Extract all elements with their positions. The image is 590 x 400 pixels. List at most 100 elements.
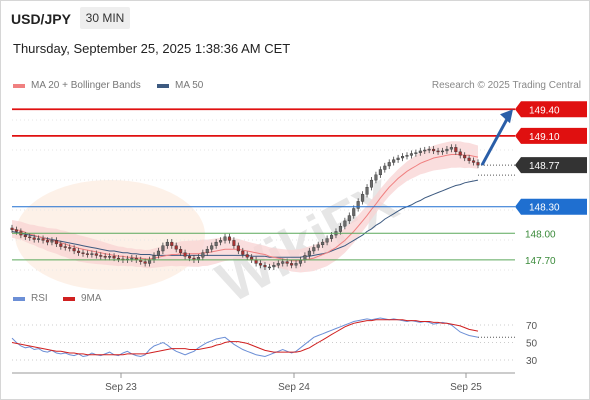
- candle-body: [321, 241, 325, 245]
- candle-body: [374, 174, 378, 181]
- candle: [72, 245, 76, 255]
- candle-body: [245, 254, 249, 258]
- candle-body: [303, 255, 307, 261]
- candle-body: [290, 263, 294, 266]
- candle-body: [436, 150, 440, 153]
- candle-body: [68, 247, 72, 249]
- candle: [28, 233, 32, 241]
- candle-body: [94, 253, 98, 256]
- candle: [356, 198, 360, 212]
- legend-rsi: RSI: [13, 293, 48, 304]
- candle-body: [232, 240, 236, 246]
- candle: [418, 147, 422, 156]
- level-label-148.00: 148.00: [525, 229, 556, 240]
- forecast-arrow-head: [500, 109, 513, 124]
- ma20-line: [11, 154, 479, 262]
- candle-body: [223, 236, 227, 241]
- candle: [321, 239, 325, 248]
- current-price-tag: [515, 157, 587, 174]
- candle-body: [170, 241, 174, 246]
- candle-body: [77, 250, 81, 253]
- candle: [316, 241, 320, 251]
- candle: [63, 243, 67, 251]
- candle-body: [54, 240, 58, 245]
- candle: [383, 162, 387, 173]
- bollinger-fill: [12, 141, 478, 273]
- candle-body: [156, 250, 160, 256]
- candle-body: [405, 155, 409, 157]
- candle: [59, 240, 63, 250]
- candle: [245, 251, 249, 261]
- candle-body: [272, 264, 276, 268]
- candle-body: [427, 148, 431, 151]
- candle-body: [201, 252, 205, 258]
- rsi-series-RSI: [11, 317, 479, 358]
- candle: [392, 156, 396, 166]
- candles: [10, 144, 480, 271]
- level-label-148.30: 148.30: [529, 203, 560, 214]
- bollinger-band: [12, 141, 478, 273]
- candle-body: [267, 266, 271, 269]
- candle: [103, 253, 107, 261]
- rsi-panel: 70 50 30: [11, 317, 538, 367]
- legend-ma20: MA 20 + Bollinger Bands: [13, 80, 141, 91]
- candle: [219, 237, 223, 246]
- candle-body: [356, 201, 360, 209]
- candle-body: [116, 257, 121, 260]
- candle: [338, 223, 342, 235]
- candle: [50, 237, 54, 246]
- candle: [347, 212, 351, 224]
- candle: [116, 254, 121, 263]
- x-axis: Sep 23 Sep 24 Sep 25: [12, 372, 515, 393]
- candle-body: [254, 259, 258, 264]
- candle: [378, 166, 382, 178]
- candle-body: [263, 264, 267, 268]
- candle-body: [219, 240, 223, 243]
- candle: [361, 191, 365, 205]
- candle: [85, 250, 89, 258]
- candle: [409, 150, 413, 159]
- legend-ma50-label: MA 50: [175, 80, 204, 91]
- candle: [343, 217, 347, 230]
- candle: [259, 260, 263, 269]
- candle-body: [59, 243, 63, 247]
- candle: [472, 157, 476, 166]
- candle-body: [112, 256, 116, 259]
- candle: [396, 154, 400, 163]
- candle-body: [10, 227, 14, 230]
- candle-body: [396, 157, 400, 160]
- research-credit: Research © 2025 Trading Central: [431, 80, 581, 91]
- candle-body: [432, 148, 436, 152]
- candle-body: [325, 238, 329, 243]
- candle: [325, 235, 329, 246]
- candle: [352, 205, 356, 219]
- candle: [179, 246, 183, 256]
- candle-body: [37, 238, 41, 240]
- candle-body: [343, 220, 347, 227]
- candle: [414, 149, 418, 157]
- candle: [77, 247, 81, 256]
- candle-body: [241, 250, 245, 255]
- level-tag-149.40: [515, 101, 587, 118]
- candle-body: [463, 155, 467, 159]
- candle: [90, 250, 94, 258]
- candle-body: [210, 245, 214, 250]
- candle-body: [445, 148, 449, 152]
- candle-body: [276, 263, 280, 266]
- timeframe-button[interactable]: 30 MIN: [80, 7, 130, 29]
- candle: [174, 242, 178, 253]
- level-tag-148.30: [515, 198, 587, 215]
- candle: [99, 252, 103, 260]
- candle-body: [214, 241, 218, 246]
- candle-body: [183, 252, 187, 257]
- candle-body: [423, 149, 427, 152]
- candle: [227, 233, 231, 244]
- candle: [405, 152, 409, 160]
- candle: [432, 146, 436, 155]
- candle: [37, 235, 41, 243]
- candle: [205, 246, 209, 256]
- candle-body: [50, 240, 54, 243]
- candle-body: [387, 162, 391, 167]
- candle-body: [392, 159, 396, 163]
- candle-body: [152, 255, 156, 261]
